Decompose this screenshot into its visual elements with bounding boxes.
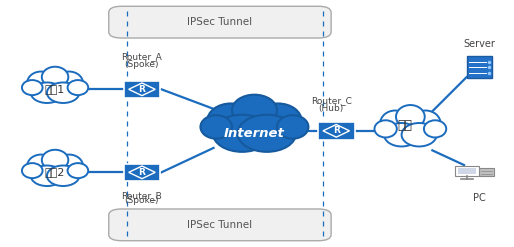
Ellipse shape: [42, 150, 68, 170]
Text: 分支2: 分支2: [45, 167, 65, 177]
Text: Server: Server: [464, 39, 495, 49]
Ellipse shape: [31, 165, 63, 186]
Ellipse shape: [67, 80, 88, 95]
Ellipse shape: [213, 115, 271, 152]
Text: Internet: Internet: [224, 127, 285, 140]
FancyBboxPatch shape: [480, 168, 493, 176]
Ellipse shape: [27, 155, 55, 178]
Ellipse shape: [22, 80, 43, 95]
Ellipse shape: [384, 123, 419, 146]
Ellipse shape: [200, 115, 232, 139]
Ellipse shape: [47, 82, 79, 103]
FancyBboxPatch shape: [109, 209, 331, 241]
Ellipse shape: [67, 163, 88, 178]
Text: PC: PC: [473, 193, 486, 203]
Text: Router_B: Router_B: [122, 191, 162, 200]
FancyBboxPatch shape: [318, 122, 355, 140]
Ellipse shape: [42, 67, 68, 87]
Ellipse shape: [207, 103, 254, 139]
Ellipse shape: [22, 163, 43, 178]
Ellipse shape: [380, 110, 410, 137]
Ellipse shape: [31, 82, 63, 103]
Text: 分支1: 分支1: [45, 84, 65, 94]
FancyBboxPatch shape: [123, 81, 160, 98]
Ellipse shape: [424, 120, 446, 138]
Ellipse shape: [55, 155, 83, 178]
Ellipse shape: [254, 103, 302, 139]
FancyBboxPatch shape: [109, 6, 331, 38]
FancyBboxPatch shape: [458, 168, 476, 174]
Ellipse shape: [232, 95, 277, 126]
Ellipse shape: [410, 110, 440, 137]
Ellipse shape: [27, 72, 55, 95]
Ellipse shape: [375, 120, 397, 138]
Text: R: R: [139, 168, 145, 177]
Text: IPSec Tunnel: IPSec Tunnel: [188, 220, 252, 230]
Text: Router_C: Router_C: [310, 96, 352, 105]
Ellipse shape: [396, 105, 425, 128]
Text: R: R: [333, 126, 340, 135]
Ellipse shape: [47, 165, 79, 186]
Ellipse shape: [401, 123, 437, 146]
Text: (Spoke): (Spoke): [125, 60, 159, 69]
Ellipse shape: [237, 115, 296, 152]
Text: R: R: [139, 85, 145, 94]
Text: Router_A: Router_A: [122, 52, 162, 61]
FancyBboxPatch shape: [455, 166, 480, 176]
Ellipse shape: [55, 72, 83, 95]
Text: IPSec Tunnel: IPSec Tunnel: [188, 17, 252, 27]
FancyBboxPatch shape: [123, 164, 160, 181]
FancyBboxPatch shape: [467, 56, 492, 78]
Text: (Spoke): (Spoke): [125, 196, 159, 205]
Ellipse shape: [277, 115, 308, 139]
Text: 总部: 总部: [398, 120, 413, 132]
Text: (Hub): (Hub): [319, 103, 344, 113]
